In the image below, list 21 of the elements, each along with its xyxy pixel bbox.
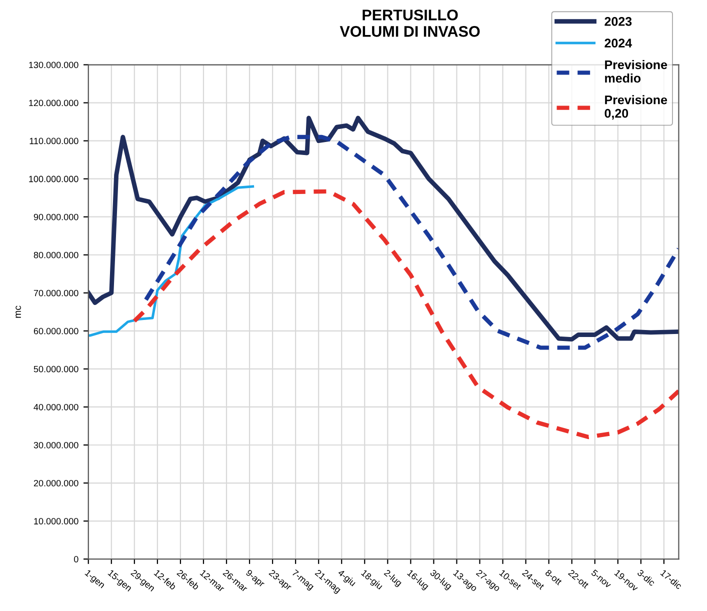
legend-label: 2023	[604, 17, 632, 26]
legend-label: Previsione 0,20	[604, 95, 668, 120]
y-tick-label: 80.000.000	[34, 252, 78, 258]
y-axis-title: mc	[16, 306, 21, 318]
y-tick-label: 90.000.000	[34, 214, 78, 220]
y-tick-label: 70.000.000	[34, 290, 78, 296]
y-tick-label: 30.000.000	[34, 442, 78, 448]
y-tick-label: 120.000.000	[29, 100, 78, 106]
legend-label: Previsione medio	[605, 60, 668, 83]
y-tick-label: 100.000.000	[29, 176, 78, 182]
y-tick-label: 130.000.000	[29, 62, 78, 68]
line-series	[132, 189, 679, 440]
legend-label: 2024	[604, 38, 632, 48]
y-tick-label: 40.000.000	[34, 404, 78, 410]
chart-title: PERTUSILLO VOLUMI DI INVASO	[340, 10, 480, 37]
y-tick-label: 50.000.000	[34, 366, 78, 372]
y-tick-label: 10.000.000	[34, 518, 78, 524]
y-tick-label: 0	[74, 556, 78, 562]
y-tick-label: 60.000.000	[34, 328, 78, 334]
y-tick-label: 110.000.000	[30, 138, 78, 144]
y-tick-label: 20.000.000	[34, 480, 78, 486]
